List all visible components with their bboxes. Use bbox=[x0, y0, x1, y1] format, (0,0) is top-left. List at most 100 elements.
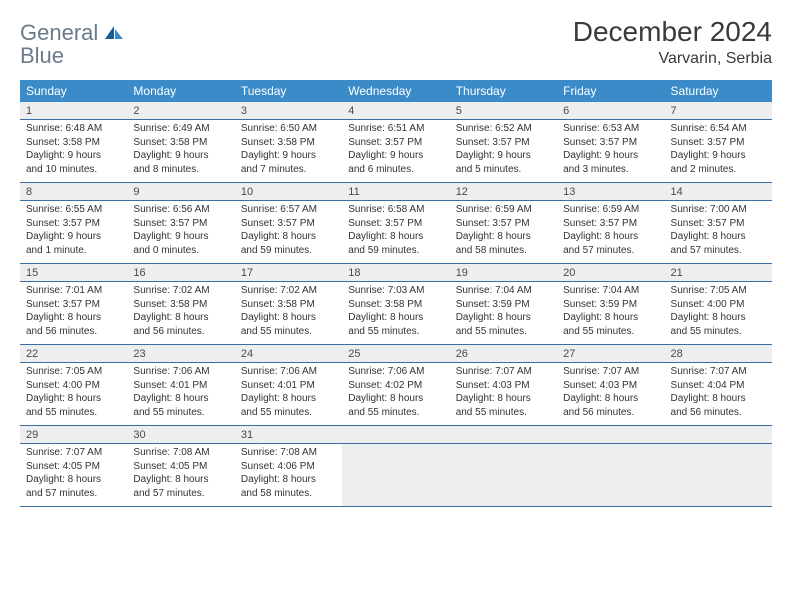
day-detail: Sunrise: 7:02 AMSunset: 3:58 PMDaylight:… bbox=[235, 282, 342, 344]
sunset-text: Sunset: 3:59 PM bbox=[456, 298, 551, 312]
day-number-cell: 12 bbox=[450, 183, 557, 201]
daylight-text: Daylight: 8 hours bbox=[241, 473, 336, 487]
daylight-text: and 6 minutes. bbox=[348, 163, 443, 177]
daylight-text: and 3 minutes. bbox=[563, 163, 658, 177]
day-number: 25 bbox=[342, 345, 449, 362]
sunset-text: Sunset: 3:57 PM bbox=[671, 136, 766, 150]
sunrise-text: Sunrise: 7:05 AM bbox=[671, 284, 766, 298]
day-number-row: 22232425262728 bbox=[20, 345, 772, 363]
sunset-text: Sunset: 3:57 PM bbox=[26, 298, 121, 312]
day-number: 13 bbox=[557, 183, 664, 200]
daylight-text: Daylight: 8 hours bbox=[241, 230, 336, 244]
daylight-text: Daylight: 8 hours bbox=[456, 392, 551, 406]
day-detail: Sunrise: 6:55 AMSunset: 3:57 PMDaylight:… bbox=[20, 201, 127, 263]
daylight-text: Daylight: 9 hours bbox=[348, 149, 443, 163]
daylight-text: Daylight: 8 hours bbox=[241, 392, 336, 406]
day-detail-cell: Sunrise: 7:07 AMSunset: 4:03 PMDaylight:… bbox=[557, 363, 664, 426]
daylight-text: and 55 minutes. bbox=[456, 325, 551, 339]
day-number-cell: 9 bbox=[127, 183, 234, 201]
sunrise-text: Sunrise: 7:07 AM bbox=[26, 446, 121, 460]
day-detail: Sunrise: 6:57 AMSunset: 3:57 PMDaylight:… bbox=[235, 201, 342, 263]
sunrise-calendar: Sunday Monday Tuesday Wednesday Thursday… bbox=[20, 80, 772, 507]
day-number-row: 1234567 bbox=[20, 102, 772, 120]
day-number: 29 bbox=[20, 426, 127, 443]
day-detail: Sunrise: 7:07 AMSunset: 4:03 PMDaylight:… bbox=[557, 363, 664, 425]
sunset-text: Sunset: 3:57 PM bbox=[563, 136, 658, 150]
day-number-cell: 16 bbox=[127, 264, 234, 282]
daylight-text: Daylight: 8 hours bbox=[133, 311, 228, 325]
day-detail-cell: Sunrise: 7:07 AMSunset: 4:03 PMDaylight:… bbox=[450, 363, 557, 426]
day-detail: Sunrise: 7:07 AMSunset: 4:03 PMDaylight:… bbox=[450, 363, 557, 425]
daylight-text: Daylight: 8 hours bbox=[671, 230, 766, 244]
logo-text: General Blue bbox=[20, 22, 123, 68]
weekday-header: Sunday bbox=[20, 80, 127, 102]
sunrise-text: Sunrise: 7:00 AM bbox=[671, 203, 766, 217]
day-number: 11 bbox=[342, 183, 449, 200]
sail-icon bbox=[105, 26, 123, 45]
sunset-text: Sunset: 4:01 PM bbox=[241, 379, 336, 393]
daylight-text: and 56 minutes. bbox=[26, 325, 121, 339]
sunset-text: Sunset: 4:00 PM bbox=[26, 379, 121, 393]
sunrise-text: Sunrise: 6:53 AM bbox=[563, 122, 658, 136]
weekday-header: Wednesday bbox=[342, 80, 449, 102]
sunrise-text: Sunrise: 7:02 AM bbox=[241, 284, 336, 298]
daylight-text: and 55 minutes. bbox=[348, 325, 443, 339]
daylight-text: Daylight: 8 hours bbox=[563, 230, 658, 244]
title-block: December 2024 Varvarin, Serbia bbox=[573, 16, 772, 68]
daylight-text: and 55 minutes. bbox=[241, 325, 336, 339]
day-number-cell: 22 bbox=[20, 345, 127, 363]
daylight-text: Daylight: 8 hours bbox=[671, 392, 766, 406]
weekday-header: Thursday bbox=[450, 80, 557, 102]
daylight-text: and 56 minutes. bbox=[133, 325, 228, 339]
sunset-text: Sunset: 3:58 PM bbox=[241, 136, 336, 150]
day-number-cell: 18 bbox=[342, 264, 449, 282]
day-number-cell: 25 bbox=[342, 345, 449, 363]
day-number-cell: 20 bbox=[557, 264, 664, 282]
daylight-text: and 59 minutes. bbox=[241, 244, 336, 258]
daylight-text: Daylight: 8 hours bbox=[133, 392, 228, 406]
day-number-cell: 5 bbox=[450, 102, 557, 120]
sunrise-text: Sunrise: 7:08 AM bbox=[133, 446, 228, 460]
day-number-cell bbox=[665, 426, 772, 444]
day-number-cell: 4 bbox=[342, 102, 449, 120]
day-detail-row: Sunrise: 6:48 AMSunset: 3:58 PMDaylight:… bbox=[20, 120, 772, 183]
day-detail-cell bbox=[557, 444, 664, 507]
logo-word-2: Blue bbox=[20, 43, 64, 68]
daylight-text: and 55 minutes. bbox=[348, 406, 443, 420]
day-detail-cell bbox=[450, 444, 557, 507]
day-detail-cell: Sunrise: 6:49 AMSunset: 3:58 PMDaylight:… bbox=[127, 120, 234, 183]
day-number-cell: 19 bbox=[450, 264, 557, 282]
day-detail-cell: Sunrise: 7:01 AMSunset: 3:57 PMDaylight:… bbox=[20, 282, 127, 345]
sunset-text: Sunset: 3:59 PM bbox=[563, 298, 658, 312]
day-number-row: 891011121314 bbox=[20, 183, 772, 201]
day-detail-row: Sunrise: 7:05 AMSunset: 4:00 PMDaylight:… bbox=[20, 363, 772, 426]
sunset-text: Sunset: 3:57 PM bbox=[456, 217, 551, 231]
day-number: 24 bbox=[235, 345, 342, 362]
sunrise-text: Sunrise: 6:49 AM bbox=[133, 122, 228, 136]
daylight-text: and 8 minutes. bbox=[133, 163, 228, 177]
day-number: 3 bbox=[235, 102, 342, 119]
daylight-text: and 7 minutes. bbox=[241, 163, 336, 177]
day-number-cell: 3 bbox=[235, 102, 342, 120]
daylight-text: and 56 minutes. bbox=[671, 406, 766, 420]
day-detail-cell: Sunrise: 7:02 AMSunset: 3:58 PMDaylight:… bbox=[235, 282, 342, 345]
day-number-cell: 30 bbox=[127, 426, 234, 444]
day-detail: Sunrise: 6:52 AMSunset: 3:57 PMDaylight:… bbox=[450, 120, 557, 182]
day-detail-cell bbox=[342, 444, 449, 507]
sunset-text: Sunset: 4:05 PM bbox=[26, 460, 121, 474]
day-number-cell: 10 bbox=[235, 183, 342, 201]
logo-word-1: General bbox=[20, 20, 98, 45]
daylight-text: and 2 minutes. bbox=[671, 163, 766, 177]
weekday-header-row: Sunday Monday Tuesday Wednesday Thursday… bbox=[20, 80, 772, 102]
sunset-text: Sunset: 4:00 PM bbox=[671, 298, 766, 312]
day-detail: Sunrise: 7:01 AMSunset: 3:57 PMDaylight:… bbox=[20, 282, 127, 344]
sunrise-text: Sunrise: 6:54 AM bbox=[671, 122, 766, 136]
daylight-text: Daylight: 8 hours bbox=[456, 230, 551, 244]
day-number-cell bbox=[342, 426, 449, 444]
day-number: 8 bbox=[20, 183, 127, 200]
day-detail: Sunrise: 7:07 AMSunset: 4:05 PMDaylight:… bbox=[20, 444, 127, 506]
sunset-text: Sunset: 4:05 PM bbox=[133, 460, 228, 474]
day-detail: Sunrise: 7:08 AMSunset: 4:05 PMDaylight:… bbox=[127, 444, 234, 506]
day-number: 23 bbox=[127, 345, 234, 362]
daylight-text: Daylight: 8 hours bbox=[348, 230, 443, 244]
